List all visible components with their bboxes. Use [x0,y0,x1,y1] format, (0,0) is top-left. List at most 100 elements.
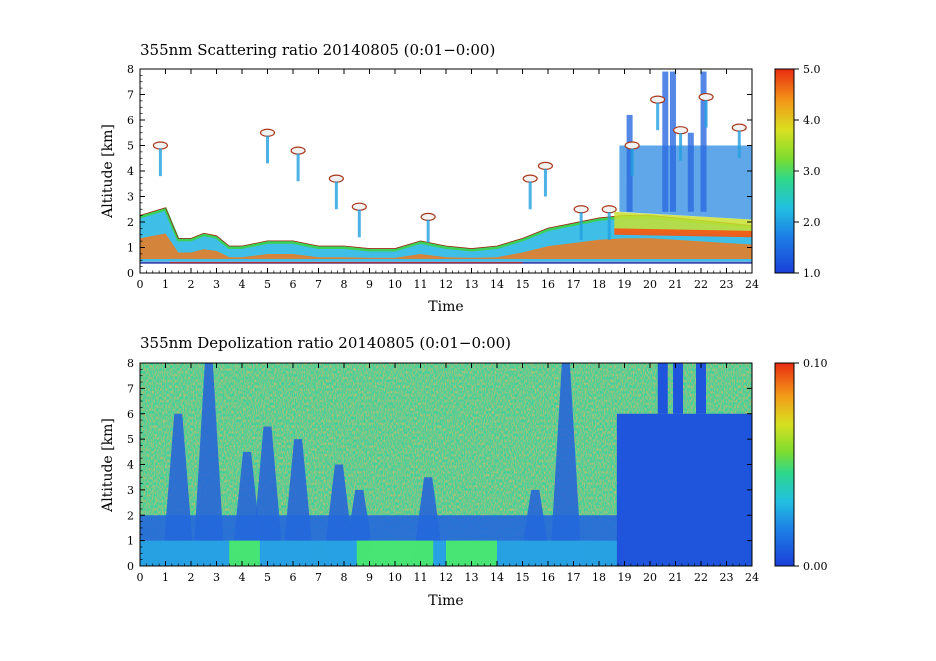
x-tick-label: 3 [213,571,220,584]
y-tick-label: 7 [127,382,134,395]
y-tick-label: 6 [127,114,134,127]
x-tick-label: 10 [388,571,402,584]
x-tick-label: 17 [567,278,581,291]
x-tick-label: 2 [188,571,195,584]
x-axis-label-depolarization: Time [428,593,463,609]
depolarization-data-area [140,363,752,566]
cloud-patch [537,161,554,170]
cloud-patch [522,174,538,183]
cloud-patch [420,212,436,221]
cloud-patch [152,141,168,150]
x-tick-label: 3 [213,278,220,291]
high-depol-patch [229,540,260,566]
x-tick-label: 23 [720,278,734,291]
x-tick-label: 2 [188,278,195,291]
cloud-patch [624,141,640,150]
cloud-patch [731,123,747,132]
x-tick-label: 16 [541,571,555,584]
cloud-patch [698,92,714,102]
y-tick-label: 7 [127,89,134,102]
x-tick-label: 15 [516,571,530,584]
y-tick-label: 4 [127,459,134,472]
y-tick-label: 8 [127,357,134,370]
x-tick-label: 5 [264,278,271,291]
depolarization-panel: 355nm Depolization ratio 20140805 (0:01−… [100,334,828,609]
colorbar-tick-label: 5.0 [803,63,821,76]
cloud-streak [700,71,707,212]
cloud-patch [290,146,306,155]
y-tick-label: 0 [127,267,134,280]
colorbar-scattering [774,68,795,274]
x-tick-label: 1 [162,571,169,584]
x-tick-label: 18 [592,278,606,291]
x-axis-scattering: 0 1 2 3 4 5 6 7 8 9 10 11 12 13 14 15 16 17 18 19 20 21 22 23 24 [137,69,759,291]
scattering-data-area [140,69,752,273]
x-tick-label: 8 [341,278,348,291]
y-axis-scattering: 0 1 2 3 4 5 6 7 8 [127,63,752,280]
cloud-patch [650,95,666,104]
x-tick-label: 22 [694,278,708,291]
evening-layer-core [614,228,752,238]
cloud-streak [662,71,669,212]
y-tick-label: 3 [127,191,134,204]
scattering-panel: 355nm Scattering ratio 20140805 (0:01−0:… [100,41,821,315]
cloud-patch [601,205,617,214]
cloud-patch [573,205,589,214]
colorbar-ticks-depolarization: 0.00 0.10 [794,357,828,573]
x-tick-label: 8 [341,571,348,584]
evening-streak [673,363,684,414]
y-tick-label: 1 [127,242,134,255]
x-tick-label: 12 [439,278,453,291]
y-tick-label: 4 [127,165,134,178]
x-tick-label: 16 [541,278,555,291]
y-tick-label: 2 [127,509,134,522]
colorbar-tick-label: 0.10 [803,357,828,370]
x-tick-label: 11 [414,278,428,291]
x-tick-label: 10 [388,278,402,291]
x-tick-label: 19 [618,278,632,291]
x-tick-label: 7 [315,278,322,291]
y-tick-label: 2 [127,216,134,229]
colorbar-tick-label: 3.0 [803,165,821,178]
y-tick-label: 0 [127,560,134,573]
x-tick-label: 15 [516,278,530,291]
x-tick-label: 14 [490,571,504,584]
x-tick-label: 13 [465,278,479,291]
cloud-patch [259,128,276,137]
x-tick-label: 4 [239,278,246,291]
y-axis-depolarization: 0 1 2 3 4 5 6 7 8 [127,357,752,573]
x-tick-label: 1 [162,278,169,291]
x-tick-label: 0 [137,571,144,584]
x-tick-label: 12 [439,571,453,584]
x-tick-label: 0 [137,278,144,291]
colorbar-ticks-scattering: 1.0 2.0 3.0 4.0 5.0 [794,63,821,280]
x-axis-depolarization: 0 1 2 3 4 5 6 7 8 9 10 11 12 13 14 15 16 17 18 19 20 21 22 23 24 [137,363,759,584]
y-tick-label: 5 [127,433,134,446]
x-tick-label: 17 [567,571,581,584]
x-tick-label: 24 [745,278,759,291]
x-tick-label: 20 [643,571,657,584]
x-tick-label: 7 [315,571,322,584]
x-tick-label: 21 [669,278,683,291]
x-tick-label: 20 [643,278,657,291]
cloud-streak [687,132,694,212]
x-tick-label: 6 [290,571,297,584]
x-tick-label: 9 [366,278,373,291]
y-tick-label: 6 [127,408,134,421]
evening-streak [696,363,706,414]
x-tick-label: 4 [239,571,246,584]
evening-cloud-region [619,145,752,220]
y-tick-label: 8 [127,63,134,76]
colorbar-tick-label: 1.0 [803,267,821,280]
x-tick-label: 6 [290,278,297,291]
colorbar-depolarization [774,362,795,567]
y-axis-label-scattering: Altitude [km] [100,124,116,219]
x-tick-label: 22 [694,571,708,584]
colorbar-tick-label: 2.0 [803,216,821,229]
x-tick-label: 23 [720,571,734,584]
x-tick-label: 21 [669,571,683,584]
cloud-patch [672,126,689,135]
cloud-patch [351,202,367,211]
x-tick-label: 19 [618,571,632,584]
